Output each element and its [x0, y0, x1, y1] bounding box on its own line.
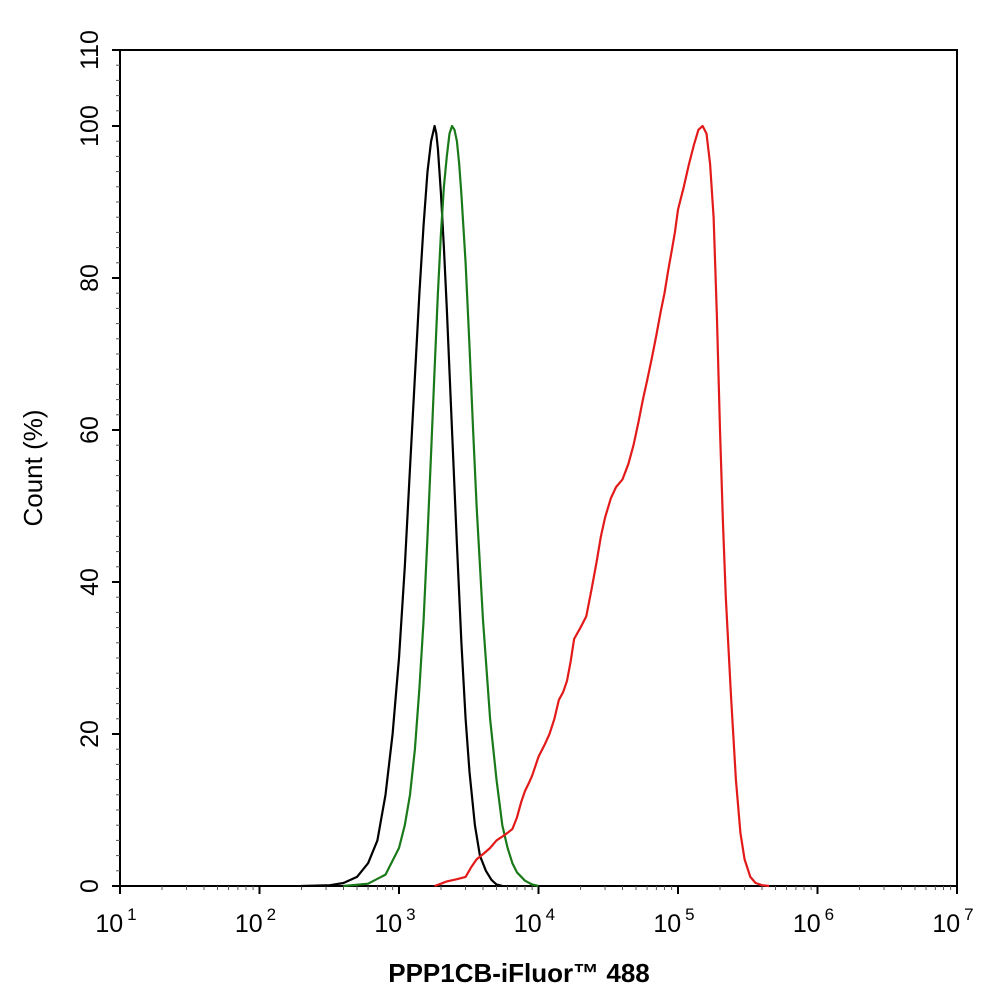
x-tick-base: 10: [653, 910, 681, 938]
y-minor-ticks: [116, 64, 120, 872]
series-line-1: [301, 124, 503, 888]
x-tick-exponent: 1: [127, 905, 136, 924]
x-tick-exponent: 3: [406, 905, 415, 924]
x-minor-ticks: [161, 886, 952, 890]
x-tick-base: 10: [374, 910, 402, 938]
x-tick-label: 10 6: [793, 905, 834, 938]
x-tick-base: 10: [514, 910, 542, 938]
x-tick-exponent: 6: [825, 905, 834, 924]
y-tick-label: 80: [76, 264, 104, 292]
x-tick-label: 10 4: [514, 905, 555, 938]
x-tick-label: 10 7: [932, 905, 973, 938]
y-axis-title: Count (%): [18, 409, 48, 526]
x-tick-label: 10 5: [653, 905, 694, 938]
x-axis-title: PPP1CB-iFluor™ 488: [388, 958, 650, 988]
y-tick-label: 40: [76, 568, 104, 596]
x-axis-ticks: 10 1 10 2 10 3 10 4 10 5 10 6 10 7: [95, 886, 974, 938]
y-tick-label: 0: [76, 879, 104, 893]
series-line-2: [343, 124, 539, 888]
series-line-3: [434, 124, 770, 888]
x-tick-base: 10: [95, 910, 123, 938]
y-axis-ticks: 0 20 40 60 80 100 110: [76, 30, 120, 893]
y-tick-label: 60: [76, 416, 104, 444]
x-tick-label: 10 1: [95, 905, 136, 938]
y-tick-label: 110: [76, 30, 104, 70]
plot-frame: [119, 49, 958, 887]
x-tick-base: 10: [932, 910, 960, 938]
x-tick-label: 10 3: [374, 905, 415, 938]
x-tick-base: 10: [793, 910, 821, 938]
x-tick-exponent: 2: [267, 905, 276, 924]
x-tick-exponent: 7: [964, 905, 973, 924]
series-layer: [301, 124, 770, 888]
x-tick-label: 10 2: [235, 905, 276, 938]
x-tick-exponent: 4: [546, 905, 555, 924]
y-tick-label: 100: [76, 105, 104, 147]
y-tick-label: 20: [76, 720, 104, 748]
x-tick-base: 10: [235, 910, 263, 938]
x-tick-exponent: 5: [685, 905, 694, 924]
